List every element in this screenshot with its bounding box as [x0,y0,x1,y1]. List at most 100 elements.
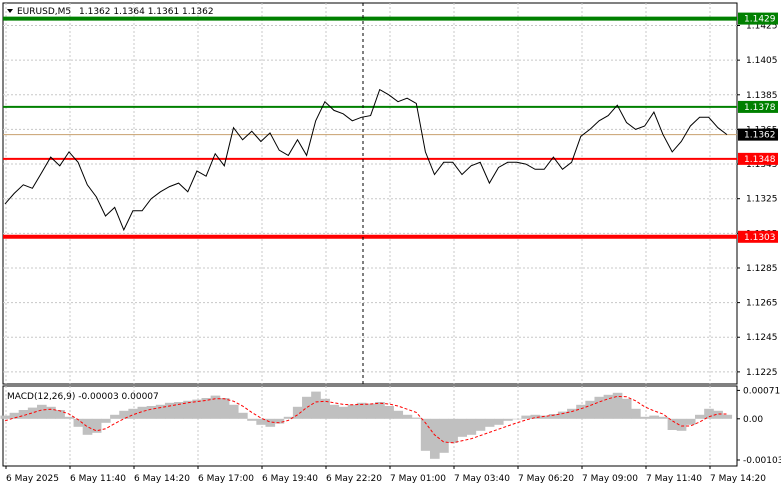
macd-bar [402,414,413,419]
macd-bar [9,412,20,419]
x-tick-label: 7 May 03:40 [454,474,510,484]
level-price-tag [738,230,778,243]
macd-bar [695,414,705,419]
macd-bar [393,410,404,419]
y-tick-label: 1.1265 [746,299,778,309]
macd-bar [356,402,367,419]
macd-bar [0,415,11,419]
macd-bar [265,418,276,427]
macd-signal-line [4,395,727,444]
macd-bar [439,418,449,453]
macd-bar [585,400,595,419]
level-lines [3,16,737,239]
macd-bar [631,408,641,419]
macd-bar [18,410,29,419]
macd-bar [247,418,257,421]
level-price-label: 1.1303 [744,233,776,243]
macd-bar [722,414,733,419]
macd-bar [375,402,385,419]
macd-bar [567,408,577,419]
price-axis: 1.14251.14051.13851.13651.13451.13251.13… [737,12,778,378]
x-tick-label: 7 May 09:00 [582,474,638,484]
price-panel [2,2,738,385]
macd-bar [36,404,47,419]
macd-bar [183,400,193,419]
macd-bar [512,418,522,420]
macd-bar [658,416,669,419]
macd-bar [82,418,93,435]
macd-axis: 0.00071 0.00 -0.00103 [737,386,781,466]
macd-bar [174,402,184,419]
x-tick-label: 6 May 17:00 [198,474,254,484]
macd-bar [557,411,568,419]
macd-bar [503,418,513,421]
macd-bar [292,406,303,419]
macd-bar [704,408,714,419]
level-price-label: 1.1378 [744,103,776,113]
macd-bar [192,399,202,419]
macd-bar [649,415,659,419]
triangle-down-icon[interactable] [7,9,13,13]
macd-grid [5,386,711,466]
macd-bar [484,418,495,427]
macd-bar [27,407,38,419]
x-tick-label: 7 May 01:00 [390,474,446,484]
macd-bar [548,414,559,419]
macd-bar [448,418,458,443]
level-price-label: 1.1429 [744,15,776,25]
x-tick-label: 6 May 14:20 [134,474,190,484]
macd-bar [219,398,230,419]
x-tick-label: 6 May 11:40 [70,474,126,484]
y-tick-label: 1.1345 [746,160,778,170]
macd-bar [164,402,175,419]
macd-bar [576,404,586,419]
macd-bar [429,418,440,459]
macd-bar [302,396,312,419]
macd-bar [466,418,477,435]
macd-bar [366,403,376,419]
macd-bar [311,391,321,419]
x-tick-label: 6 May 22:20 [326,474,382,484]
macd-bar [612,392,623,419]
macd-bar [238,412,248,419]
y-tick-label: 1.1225 [746,368,778,378]
macd-bar [338,406,349,419]
macd-bar [384,406,394,419]
x-tick-label: 6 May 19:40 [262,474,318,484]
current-price-tag [738,128,778,141]
y-tick-label: 1.1425 [746,22,778,32]
y-tick-label: 1.1405 [746,56,778,66]
macd-bar [493,418,504,425]
macd-tick-label: 0.00 [743,415,763,425]
macd-histogram [0,391,733,459]
macd-bar [411,417,422,419]
macd-bar [137,406,148,419]
price-grid [3,3,737,384]
macd-bar [201,398,212,419]
macd-bar [155,404,166,419]
macd-bar [146,406,157,419]
macd-bar [73,418,84,427]
macd-bar [640,416,650,419]
macd-bar [603,394,614,419]
macd-bar [539,415,550,419]
y-tick-label: 1.1325 [746,195,778,205]
macd-bar [64,416,75,419]
macd-bar [457,418,468,437]
macd-bar [420,418,431,451]
macd-bar [274,418,285,424]
macd-bar [475,418,486,431]
y-tick-label: 1.1385 [746,91,778,101]
macd-bar [119,410,129,419]
level-price-label: 1.1348 [744,155,776,165]
level-price-tag [738,152,778,165]
macd-label: MACD(12,26,9) -0.00003 0.00007 [7,392,159,402]
macd-bar [228,404,239,419]
macd-bar [329,404,340,419]
macd-bar [110,414,120,419]
macd-bar [128,408,139,419]
macd-bar [256,418,266,425]
ohlc-values: 1.1362 1.1364 1.1361 1.1362 [79,7,214,17]
price-series-line [4,88,728,232]
